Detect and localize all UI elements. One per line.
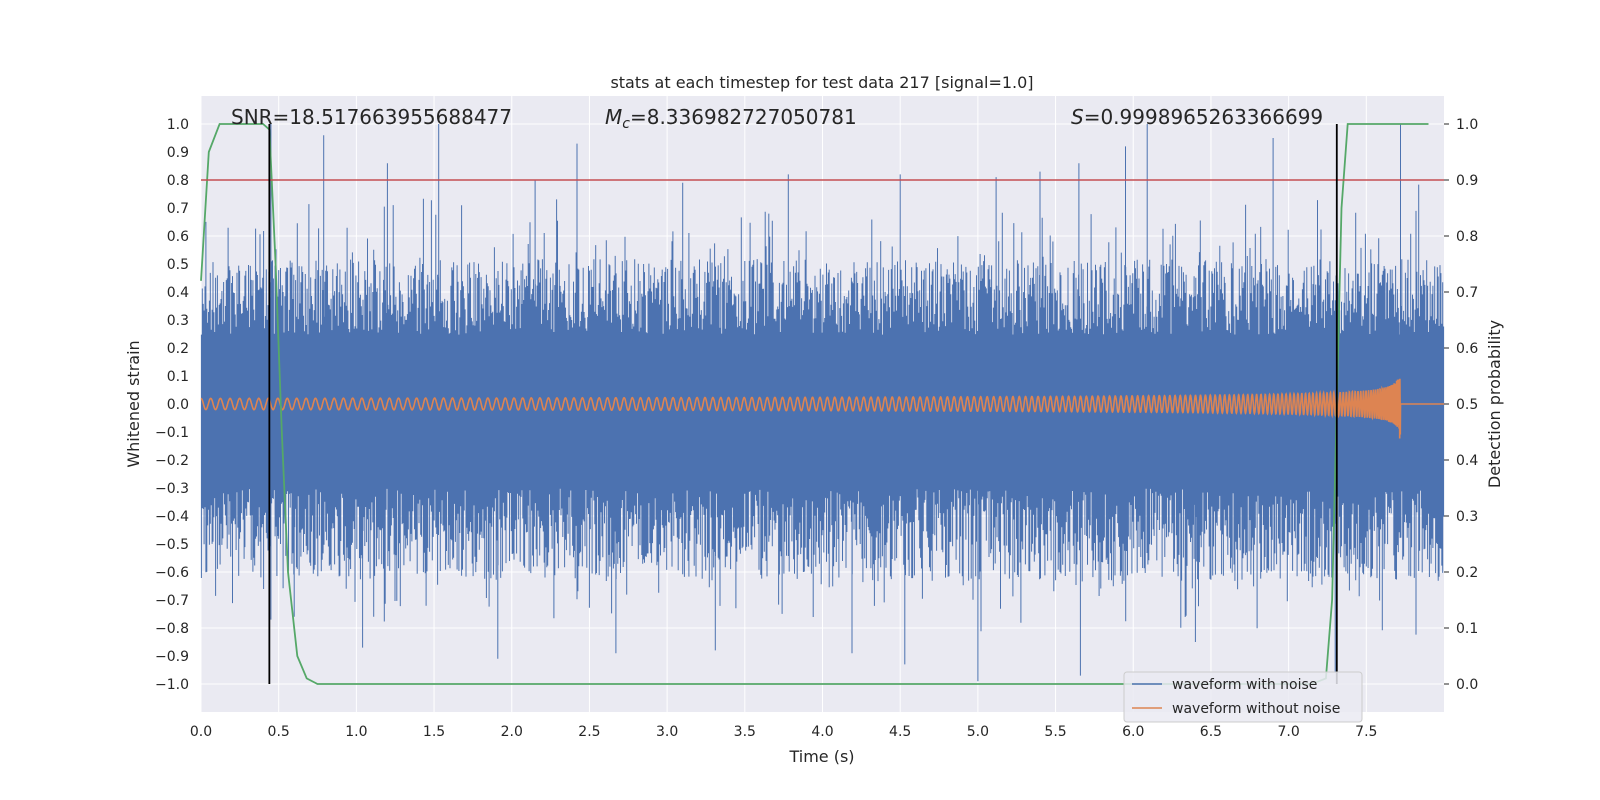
y-right-tick-label: 0.5	[1456, 397, 1478, 413]
y-tick-label: 0.5	[167, 257, 189, 273]
legend-label-noise: waveform with noise	[1172, 677, 1317, 693]
y-axis-label: Whitened strain	[124, 340, 143, 467]
chirp-mass-subscript: c	[622, 116, 630, 132]
snr-annotation: SNR=18.517663955688477	[231, 105, 512, 129]
s-value: =0.9998965263366699	[1084, 105, 1323, 129]
x-tick-label: 5.0	[967, 724, 989, 740]
y-tick-label: 0.9	[167, 145, 189, 161]
y-tick-label: −0.1	[155, 425, 189, 441]
y-right-tick-label: 0.9	[1456, 173, 1478, 189]
y-tick-label: 0.7	[167, 201, 189, 217]
x-tick-label: 0.0	[190, 724, 212, 740]
y-tick-label: −0.3	[155, 481, 189, 497]
y-tick-label: −0.8	[155, 621, 189, 637]
chart-title: stats at each timestep for test data 217…	[610, 73, 1033, 92]
overlay-lines	[201, 124, 1444, 684]
y-tick-label: 0.2	[167, 341, 189, 357]
y-right-tick-label: 0.4	[1456, 453, 1478, 469]
x-tick-label: 2.5	[578, 724, 600, 740]
y-right-tick-label: 0.0	[1456, 677, 1478, 693]
chirp-mass-value: =8.336982727050781	[630, 105, 857, 129]
y-tick-label: 0.0	[167, 397, 189, 413]
y-right-tick-label: 0.8	[1456, 229, 1478, 245]
x-axis-label: Time (s)	[788, 747, 854, 766]
y-tick-label: −0.2	[155, 453, 189, 469]
x-tick-label: 4.0	[811, 724, 833, 740]
y-tick-label: −1.0	[155, 677, 189, 693]
y-tick-label: 1.0	[167, 117, 189, 133]
y-right-tick-label: 0.7	[1456, 285, 1478, 301]
x-tick-label: 3.0	[656, 724, 678, 740]
detection-probability-series	[200, 123, 1429, 685]
y-axis-right-label: Detection probability	[1485, 320, 1504, 488]
x-tick-label: 1.0	[345, 724, 367, 740]
x-tick-label: 1.5	[423, 724, 445, 740]
chirp-mass-annotation: Mc=8.336982727050781	[605, 105, 857, 132]
s-annotation: S=0.9998965263366699	[1071, 105, 1323, 129]
y-tick-label: −0.5	[155, 537, 189, 553]
y-right-tick-label: 0.3	[1456, 509, 1478, 525]
y-tick-label: −0.6	[155, 565, 189, 581]
y-tick-label: 0.4	[167, 285, 189, 301]
x-tick-label: 7.0	[1277, 724, 1299, 740]
y-tick-label: 0.8	[167, 173, 189, 189]
y-tick-label: −0.4	[155, 509, 189, 525]
s-symbol: S	[1071, 105, 1084, 129]
x-tick-label: 6.5	[1200, 724, 1222, 740]
y-right-tick-label: 1.0	[1456, 117, 1478, 133]
waveform-without-noise-series	[200, 378, 1444, 439]
y-right-tick-label: 0.1	[1456, 621, 1478, 637]
y-axis-right-ticks: 1.0 0.9 0.8 0.7 0.6 0.5 0.4 0.3 0.2 0.1 0.0	[1444, 117, 1478, 693]
chirp-mass-symbol: M	[605, 105, 622, 129]
y-tick-label: 0.3	[167, 313, 189, 329]
legend-box	[1123, 671, 1363, 723]
x-tick-label: 6.0	[1122, 724, 1144, 740]
x-tick-label: 5.5	[1044, 724, 1066, 740]
x-tick-label: 7.5	[1355, 724, 1377, 740]
x-axis-ticks: 0.0 0.5 1.0 1.5 2.0 2.5 3.0 3.5 4.0 4.5 5.0 5.5 6.0 6…	[190, 724, 1378, 740]
x-tick-label: 3.5	[734, 724, 756, 740]
detection-probability-line	[200, 123, 1429, 685]
y-axis-left-ticks: 1.0 0.9 0.8 0.7 0.6 0.5 0.4 0.3 0.2 0.1 0.0 −0.1 −0.…	[155, 117, 189, 693]
y-right-tick-label: 0.6	[1456, 341, 1478, 357]
x-tick-label: 4.5	[889, 724, 911, 740]
y-right-tick-label: 0.2	[1456, 565, 1478, 581]
y-tick-label: 0.6	[167, 229, 189, 245]
x-tick-label: 0.5	[268, 724, 290, 740]
clean-waveform-path	[200, 378, 1444, 439]
y-tick-label: 0.1	[167, 369, 189, 385]
legend: waveform with noise waveform without noi…	[1123, 671, 1363, 723]
y-tick-label: −0.9	[155, 649, 189, 665]
y-tick-label: −0.7	[155, 593, 189, 609]
x-tick-label: 2.0	[501, 724, 523, 740]
legend-label-clean: waveform without noise	[1172, 701, 1340, 717]
